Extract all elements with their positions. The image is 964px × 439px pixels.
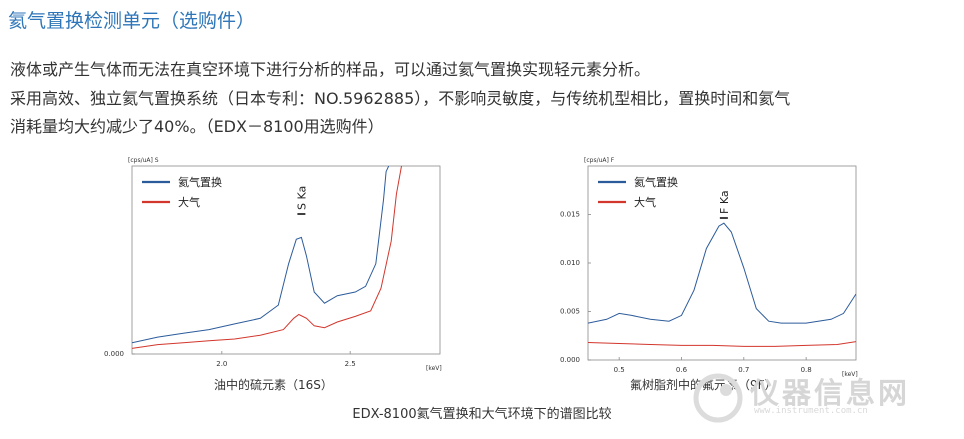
page-title: 氦气置换检测单元（选购件） [8,10,256,32]
detail-paragraph-line-1: 采用高效、独立氦气置换系统（日本专利：NO.5962885），不影响灵敏度，与传… [10,89,791,108]
y-tick-label: 0.005 [560,308,580,316]
legend-label-air: 大气 [634,195,656,209]
y-tick-label: 0.000 [560,356,580,364]
plot-frame [131,165,441,355]
x-tick-label: 2.5 [345,360,356,368]
watermark-logo-icon [693,373,743,423]
x-axis-label: [keV] [842,371,858,378]
legend-label-air: 大气 [178,195,200,209]
legend-label-helium: 氦气置换 [178,175,222,189]
x-axis-label: [keV] [426,365,442,372]
series-line-air [132,166,402,349]
legend-label-helium: 氦气置换 [634,175,678,189]
detail-paragraph: 采用高效、独立氦气置换系统（日本专利：NO.5962885），不影响灵敏度，与传… [10,85,790,141]
y-tick-label: 0.015 [560,211,580,219]
series-line-helium [588,222,856,324]
y-axis-label: [cps/uA] S [128,157,159,164]
peak-label: S Ka [295,186,308,210]
intro-paragraph: 液体或产生气体而无法在真空环境下进行分析的样品，可以通过氦气置换实现轻元素分析。 [10,60,651,79]
y-axis-label: [cps/uA] F [584,157,615,164]
y-tick-label: 0.010 [560,259,580,267]
x-tick-label: 0.6 [676,366,688,374]
watermark: 仪器信息网 www.instrument.com.cn [688,370,958,430]
peak-label: F Ka [718,190,731,214]
series-line-helium [132,166,390,344]
figure-caption: EDX-8100氦气置换和大气环境下的谱图比较 [352,407,612,422]
x-tick-label: 2.0 [216,360,227,368]
watermark-text: 仪器信息网 [750,376,911,410]
sulfur-chart-caption: 油中的硫元素（16S） [214,378,333,392]
detail-paragraph-line-2: 消耗量均大约减少了40%。（EDX－8100用选购件） [10,117,384,136]
series-line-air [588,341,856,347]
x-tick-label: 0.7 [738,366,749,374]
y-tick-label: 0.000 [104,350,124,358]
x-tick-label: 0.5 [614,366,625,374]
x-tick-label: 0.8 [801,366,812,374]
fluorine-spectrum-chart: [cps/uA] F [keV] 0.5 0.6 0.7 0.8 0.015 0.010 0.0… [560,157,858,378]
watermark-url: www.instrument.com.cn [754,406,868,416]
